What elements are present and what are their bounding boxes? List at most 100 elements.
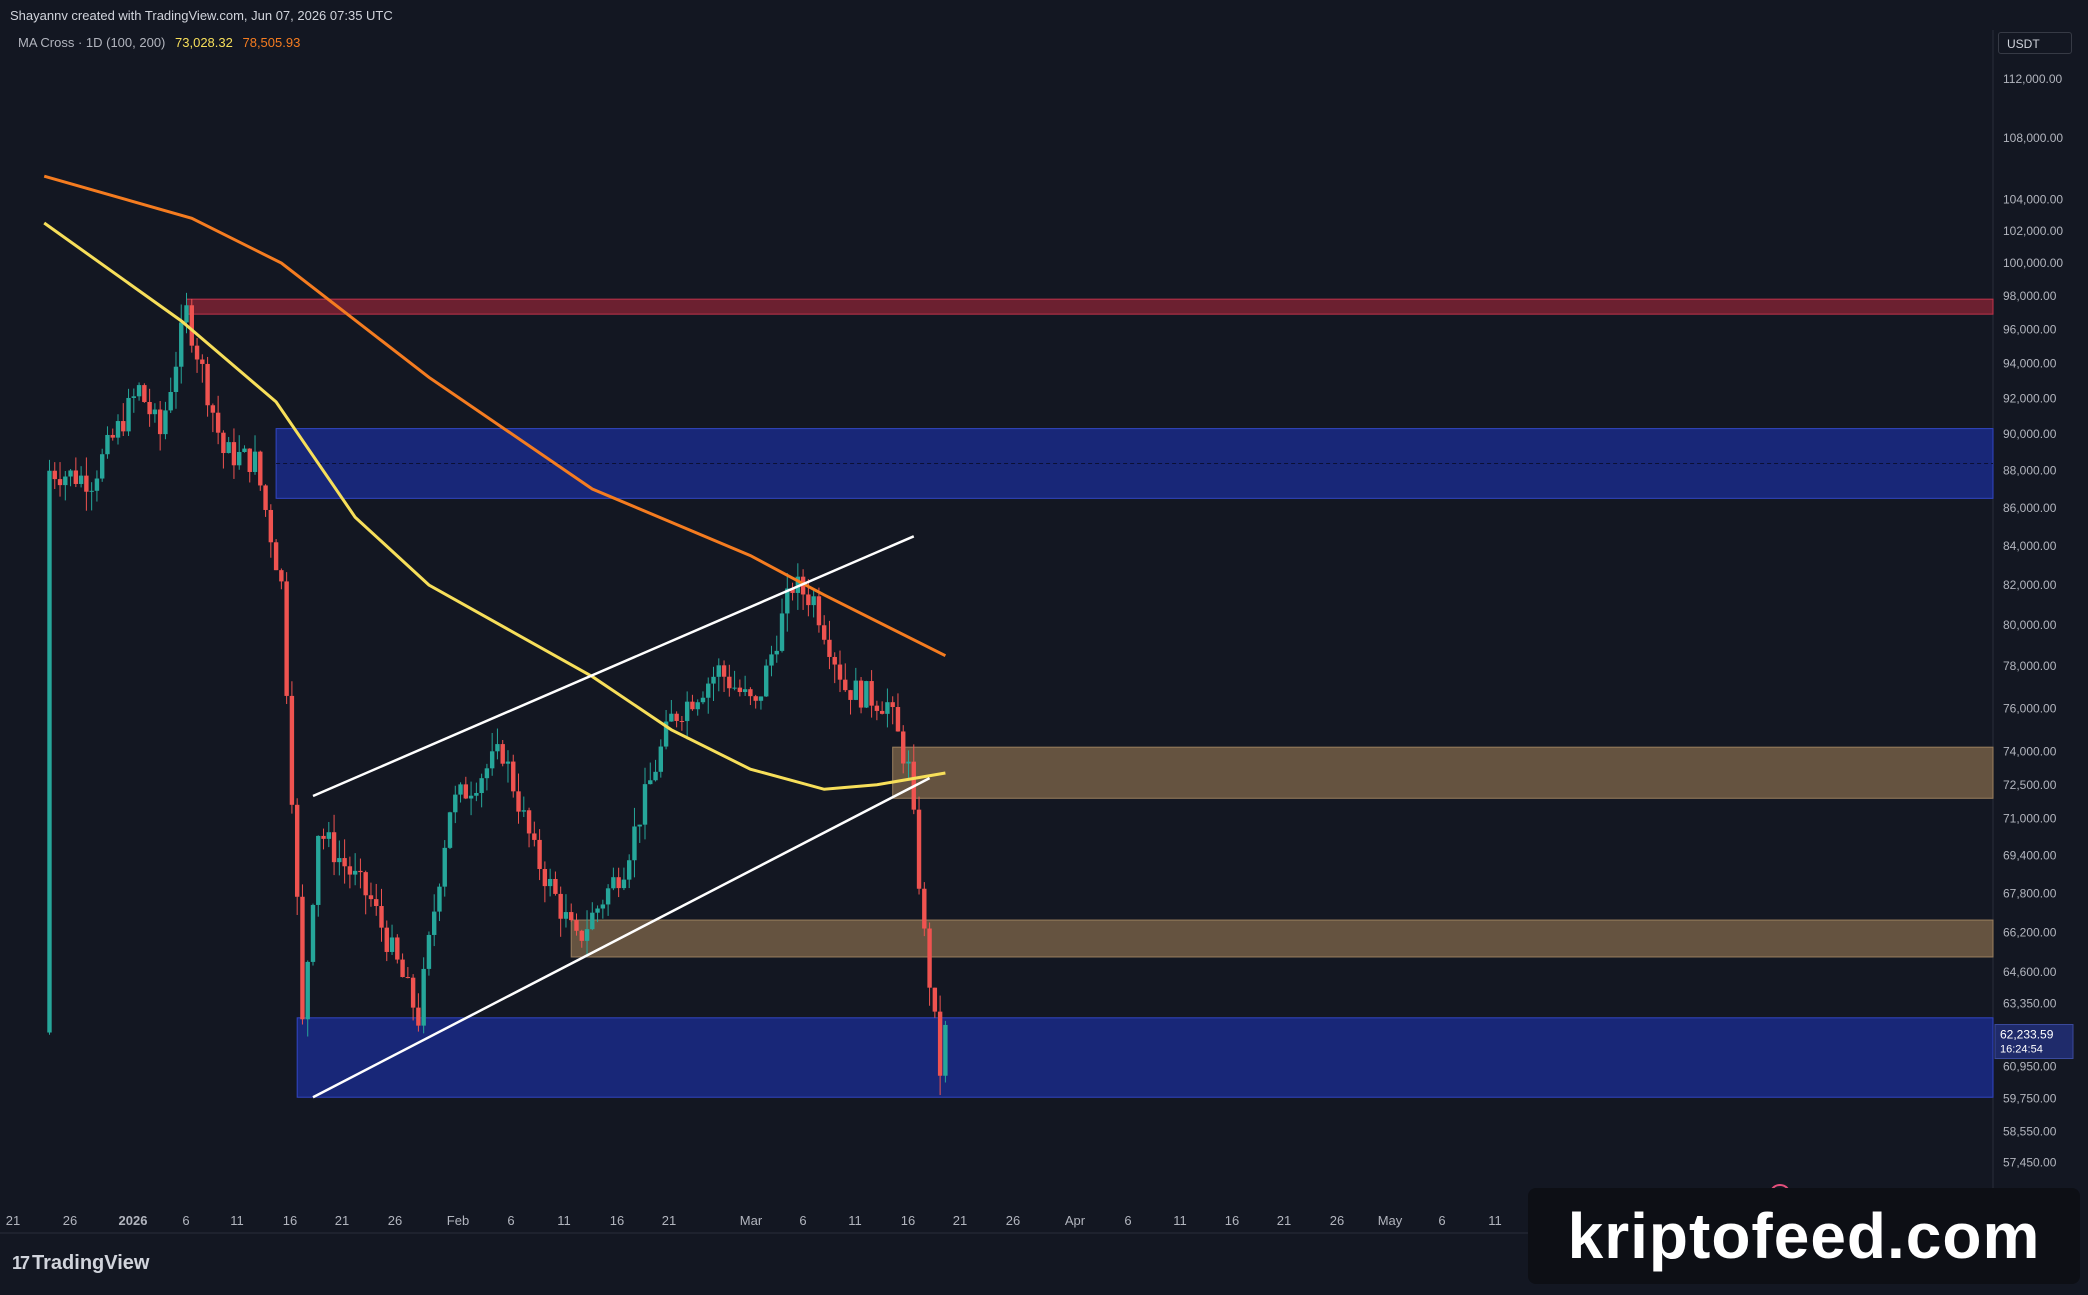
candle-body [858, 680, 864, 708]
top-bar: Shayannv created with TradingView.com, J… [0, 0, 2088, 31]
candle-body [284, 581, 289, 696]
price-tick-label: 59,750.00 [2003, 1092, 2057, 1106]
candle-body [669, 713, 674, 722]
candle-body [136, 385, 142, 397]
candle-body [895, 707, 901, 732]
candle-body [879, 710, 885, 714]
candle-body [184, 305, 189, 323]
candle-body [537, 839, 542, 869]
candle-body [489, 751, 495, 769]
watermark: kriptofeed.com [1528, 1188, 2080, 1284]
candle-body [147, 401, 152, 415]
candle-body [553, 878, 558, 894]
candle-body [200, 359, 205, 364]
candle-body [916, 809, 922, 889]
price-tick-label: 96,000.00 [2003, 322, 2057, 336]
time-tick-label: 26 [1330, 1213, 1344, 1228]
time-tick-label: 6 [182, 1213, 189, 1228]
candle-body [479, 778, 484, 794]
candle-body [737, 687, 743, 693]
price-axis-labels: 112,000.00 108,000.00 104,000.00 102,000.00… [2003, 72, 2063, 1200]
price-chart[interactable]: 112,000.00 108,000.00 104,000.00 102,000.00… [0, 30, 2088, 1235]
candle-body [927, 928, 932, 988]
time-tick-label: 16 [1225, 1213, 1239, 1228]
tradingview-brand[interactable]: 17 TradingView [12, 1252, 149, 1275]
time-tick-label: 11 [1488, 1213, 1502, 1228]
candle-body [721, 665, 727, 677]
candle-body [363, 872, 368, 896]
candle-body [584, 929, 590, 941]
candle-body [73, 470, 79, 484]
candle-body [268, 509, 274, 543]
candle-body [432, 911, 437, 935]
time-tick-label: 16 [283, 1213, 297, 1228]
candle-body [495, 744, 500, 752]
ma100-value: 73,028.32 [175, 35, 233, 50]
last-price-label: 62,233.59 [2000, 1028, 2054, 1042]
price-tick-label: 74,000.00 [2003, 745, 2057, 759]
candle-body [616, 877, 621, 889]
time-tick-label: 16 [901, 1213, 915, 1228]
candle-body [368, 895, 374, 900]
indicator-legend[interactable]: MA Cross · 1D (100, 200) 73,028.32 78,50… [18, 35, 300, 50]
candle-body [115, 421, 121, 438]
price-tick-label: 63,350.00 [2003, 997, 2057, 1011]
candle-body [716, 665, 721, 677]
candle-body [827, 639, 832, 657]
candle-body [885, 702, 890, 714]
time-tick-label: 26 [1006, 1213, 1020, 1228]
candle-body [316, 835, 321, 905]
price-tick-label: 76,000.00 [2003, 701, 2057, 715]
candle-body [679, 720, 685, 722]
candle-body [384, 927, 389, 952]
candle-body [605, 888, 611, 905]
time-tick-label: 11 [230, 1213, 244, 1228]
candle-body [310, 904, 316, 962]
price-tick-label: 71,000.00 [2003, 812, 2057, 826]
price-tick-label: 98,000.00 [2003, 289, 2057, 303]
candle-body [785, 588, 790, 614]
candle-body [632, 826, 637, 861]
price-tick-label: 78,000.00 [2003, 659, 2057, 673]
zone-order_block-2 [892, 746, 1994, 799]
candle-body [890, 702, 895, 708]
candle-body [642, 784, 648, 825]
candle-body [595, 908, 600, 913]
candle-body [663, 721, 669, 747]
candle-body [711, 676, 716, 684]
candle-body [758, 696, 764, 701]
candle-body [779, 613, 785, 651]
candles [47, 292, 948, 1096]
candle-body [247, 448, 252, 472]
candle-body [516, 791, 521, 812]
candle-body [922, 888, 927, 929]
candle-body [811, 596, 816, 606]
candle-body [626, 860, 632, 880]
price-tick-label: 108,000.00 [2003, 131, 2063, 145]
candle-body [684, 701, 690, 722]
candle-body [189, 305, 194, 346]
candle-body [52, 470, 57, 480]
candle-body [273, 542, 279, 571]
time-tick-label: 11 [1173, 1213, 1187, 1228]
candle-body [569, 912, 574, 921]
candle-body [800, 576, 806, 595]
candle-body [874, 705, 880, 711]
candle-body [442, 847, 447, 887]
currency-button[interactable]: USDT [1998, 32, 2072, 54]
candle-body [600, 904, 606, 909]
candle-body [358, 870, 363, 873]
candle-body [769, 654, 774, 666]
channel-line-1 [312, 776, 931, 1099]
candle-body [795, 576, 801, 593]
zone-order_block-3 [570, 919, 1994, 958]
ma200-line [43, 174, 947, 658]
candle-body [258, 451, 263, 486]
candle-body [321, 835, 326, 839]
time-tick-label: 21 [662, 1213, 676, 1228]
candle-body [521, 810, 526, 812]
candle-body [221, 432, 226, 454]
candle-body [690, 701, 695, 710]
candle-body [579, 930, 584, 941]
time-tick-label: May [1378, 1213, 1403, 1228]
